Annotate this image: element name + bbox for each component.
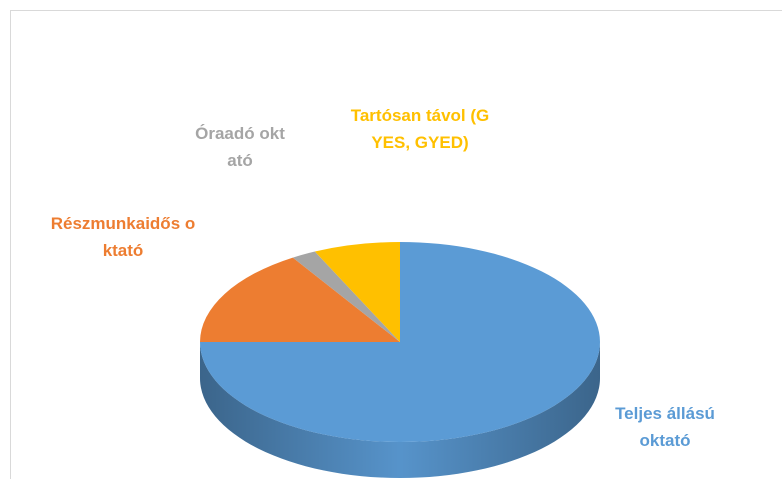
slice-label: Tartósan távol (GYES, GYED) — [350, 106, 490, 152]
slice — [200, 257, 400, 342]
side-shade — [200, 342, 600, 478]
slice-label: Teljes állású oktató — [615, 404, 715, 450]
slice — [292, 251, 400, 342]
slice-label: Részmunkaidős oktató — [50, 214, 196, 260]
slice-label: Óraadó oktató — [195, 124, 285, 170]
slice — [314, 242, 400, 342]
